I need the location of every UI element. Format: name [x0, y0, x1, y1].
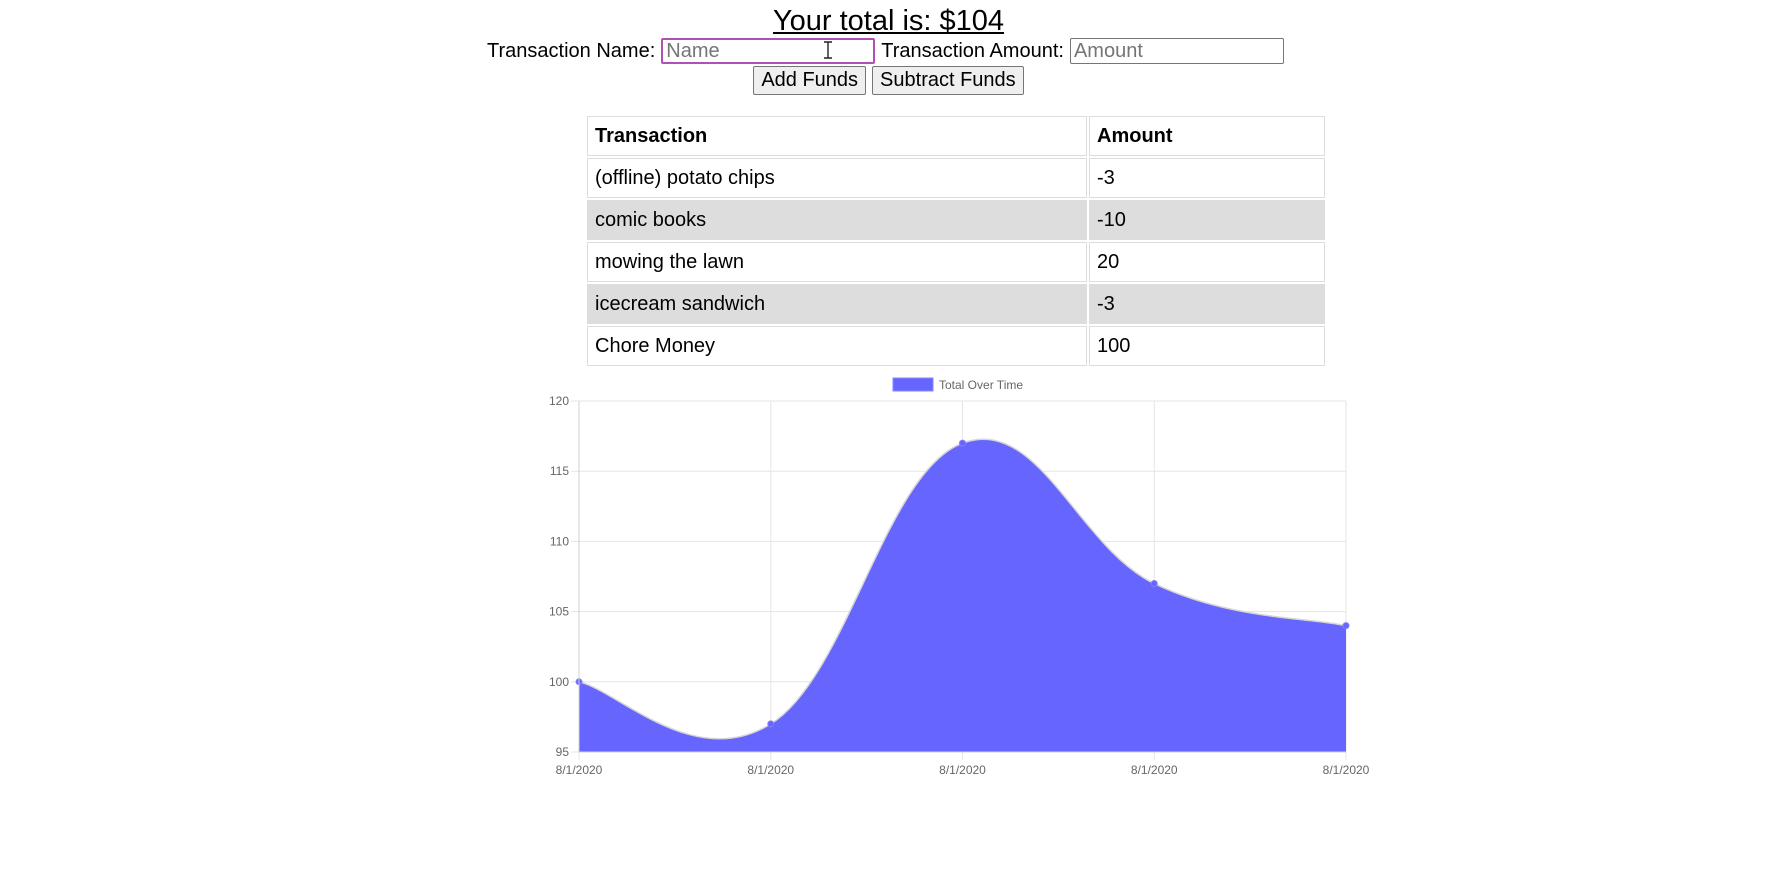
data-point: [1150, 580, 1158, 588]
y-tick-label: 120: [549, 394, 569, 408]
transactions-table: Transaction Amount (offline) potato chip…: [585, 114, 1327, 368]
data-point: [1342, 622, 1350, 630]
table-row: comic books -10: [587, 200, 1325, 240]
table-row: Chore Money 100: [587, 326, 1325, 366]
transaction-name-label: Transaction Name:: [487, 39, 656, 62]
transaction-name-cell: comic books: [587, 200, 1087, 240]
table-header-row: Transaction Amount: [587, 116, 1325, 156]
y-tick-label: 115: [550, 464, 569, 478]
transaction-amount-input[interactable]: [1069, 38, 1284, 64]
button-row: Add Funds Subtract Funds: [0, 66, 1777, 95]
transaction-amount-cell: -3: [1089, 284, 1325, 324]
transaction-form: Transaction Name: Transaction Amount:: [0, 38, 1777, 64]
y-tick-label: 95: [556, 745, 570, 759]
column-header-amount: Amount: [1089, 116, 1325, 156]
y-tick-label: 105: [549, 605, 569, 619]
y-tick-label: 100: [549, 675, 569, 689]
transaction-name-cell: mowing the lawn: [587, 242, 1087, 282]
transaction-name-cell: icecream sandwich: [587, 284, 1087, 324]
transaction-name-cell: Chore Money: [587, 326, 1087, 366]
series-line: [578, 438, 1347, 740]
data-point: [959, 439, 966, 447]
transaction-name-input[interactable]: [661, 38, 876, 64]
x-tick-label: 8/1/2020: [939, 763, 986, 777]
legend-swatch: [892, 377, 934, 392]
transaction-name-cell: (offline) potato chips: [587, 158, 1087, 198]
x-tick-label: 8/1/2020: [1323, 763, 1370, 777]
data-point: [767, 720, 775, 728]
table-row: icecream sandwich -3: [587, 284, 1325, 324]
legend-label: Total Over Time: [939, 378, 1023, 392]
transaction-amount-cell: -10: [1089, 200, 1325, 240]
x-tick-label: 8/1/2020: [1131, 763, 1178, 777]
transaction-amount-cell: 100: [1089, 326, 1325, 366]
subtract-funds-button[interactable]: Subtract Funds: [872, 66, 1024, 95]
transaction-amount-cell: 20: [1089, 242, 1325, 282]
x-tick-label: 8/1/2020: [556, 763, 603, 777]
series-area: [579, 439, 1346, 752]
x-tick-label: 8/1/2020: [747, 763, 794, 777]
transaction-amount-label: Transaction Amount:: [881, 39, 1064, 62]
add-funds-button[interactable]: Add Funds: [753, 66, 867, 95]
table-row: (offline) potato chips -3: [587, 158, 1325, 198]
table-row: mowing the lawn 20: [587, 242, 1325, 282]
transaction-amount-cell: -3: [1089, 158, 1325, 198]
total-heading: Your total is: $104: [772, 5, 1005, 37]
y-tick-label: 110: [550, 534, 569, 548]
column-header-transaction: Transaction: [587, 116, 1087, 156]
